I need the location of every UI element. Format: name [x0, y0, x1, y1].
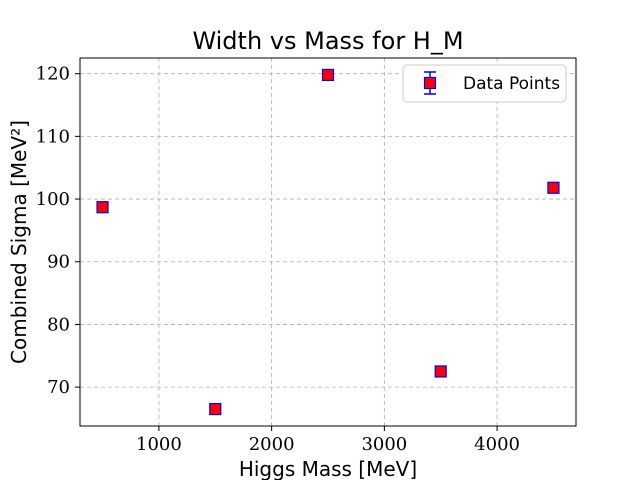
y-tick-label: 80 [47, 314, 70, 335]
square-marker [321, 68, 335, 82]
x-tick-label: 4000 [474, 434, 520, 455]
x-axis-label: Higgs Mass [MeV] [239, 457, 417, 480]
legend-box [402, 64, 567, 103]
y-tick-label: 90 [47, 252, 70, 273]
square-marker [434, 365, 447, 378]
y-tick-label: 70 [47, 377, 70, 398]
data-point [209, 402, 222, 416]
data-point [96, 201, 109, 214]
square-marker [96, 201, 109, 214]
x-tick-label: 2000 [249, 434, 295, 455]
y-tick-label: 110 [36, 126, 70, 147]
legend: Data Points [402, 64, 567, 103]
plot-area-frame [79, 57, 577, 427]
y-axis-label: Combined Sigma [MeV²] [7, 120, 31, 364]
legend-marker [423, 71, 437, 95]
axis-ticks: 1000 2000 3000 4000 70 80 90 100 110 120 [36, 64, 520, 455]
legend-label: Data Points [463, 74, 560, 94]
data-point [321, 68, 335, 82]
y-tick-label: 120 [36, 64, 70, 85]
grid [80, 58, 576, 426]
square-marker [547, 181, 560, 194]
data-point [547, 181, 560, 194]
data-point [434, 365, 447, 378]
x-tick-label: 3000 [361, 434, 407, 455]
legend-square-marker [423, 76, 437, 90]
data-points [96, 68, 560, 416]
x-tick-label: 1000 [136, 434, 182, 455]
chart-title: Width vs Mass for H_M [192, 27, 463, 55]
y-tick-label: 100 [36, 189, 70, 210]
square-marker [209, 402, 222, 416]
